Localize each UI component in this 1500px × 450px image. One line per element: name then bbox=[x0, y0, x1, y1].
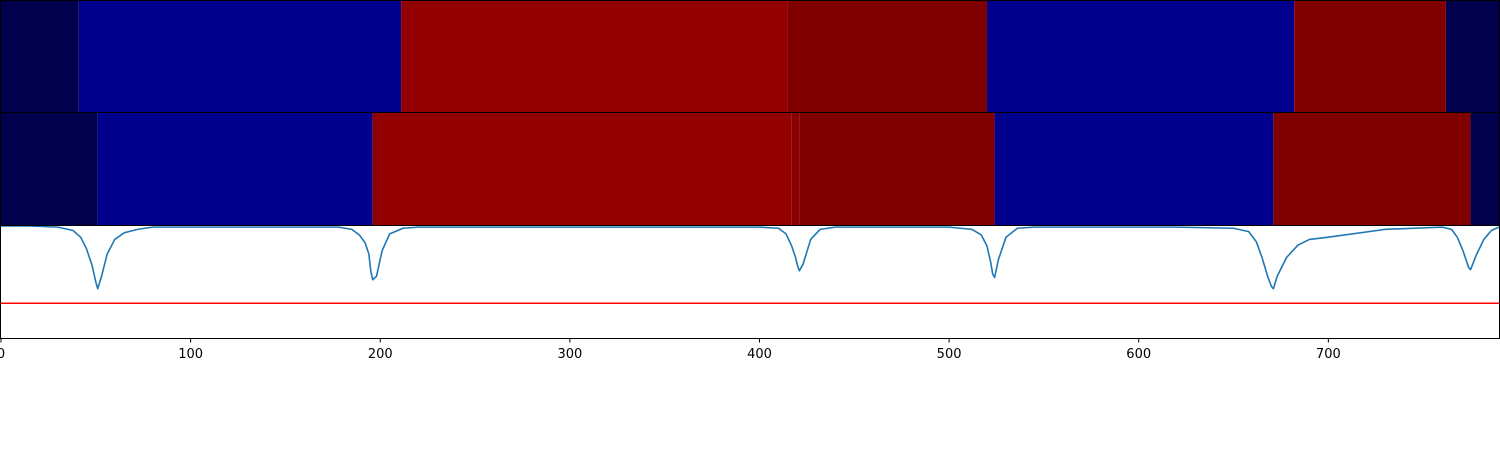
x-tick-label: 400 bbox=[747, 347, 772, 362]
heatmap-top-segment bbox=[1294, 1, 1446, 112]
line-panel bbox=[0, 225, 1500, 339]
heatmap-bottom-segment bbox=[799, 113, 995, 225]
signal-line bbox=[1, 225, 1500, 290]
heatmap-bottom-segment bbox=[97, 113, 373, 225]
heatmap-top-segment bbox=[1, 1, 79, 112]
heatmap-bottom-segment bbox=[994, 113, 1274, 225]
x-tick-label: 300 bbox=[557, 347, 582, 362]
heatmap-top-segment bbox=[78, 1, 402, 112]
heatmap-top-segment bbox=[787, 1, 988, 112]
heatmap-bottom-panel bbox=[0, 112, 1500, 226]
heatmap-top-segment bbox=[987, 1, 1295, 112]
heatmap-top-segment bbox=[401, 1, 788, 112]
heatmap-top-panel bbox=[0, 0, 1500, 113]
heatmap-bottom-segment bbox=[1, 113, 98, 225]
x-tick-label: 0 bbox=[0, 347, 5, 362]
x-tick-label: 500 bbox=[937, 347, 962, 362]
heatmap-bottom-segment bbox=[791, 113, 800, 225]
x-tick-label: 200 bbox=[368, 347, 393, 362]
x-tick-label: 600 bbox=[1126, 347, 1151, 362]
heatmap-top-segment bbox=[1445, 1, 1499, 112]
x-axis: 0 100 200 300 400 500 600 700 bbox=[0, 338, 1341, 362]
heatmap-bottom-segment bbox=[1273, 113, 1471, 225]
x-tick-label: 700 bbox=[1316, 347, 1341, 362]
x-tick-label: 100 bbox=[178, 347, 203, 362]
heatmap-bottom-segment bbox=[372, 113, 792, 225]
heatmap-bottom-segment bbox=[1470, 113, 1499, 225]
